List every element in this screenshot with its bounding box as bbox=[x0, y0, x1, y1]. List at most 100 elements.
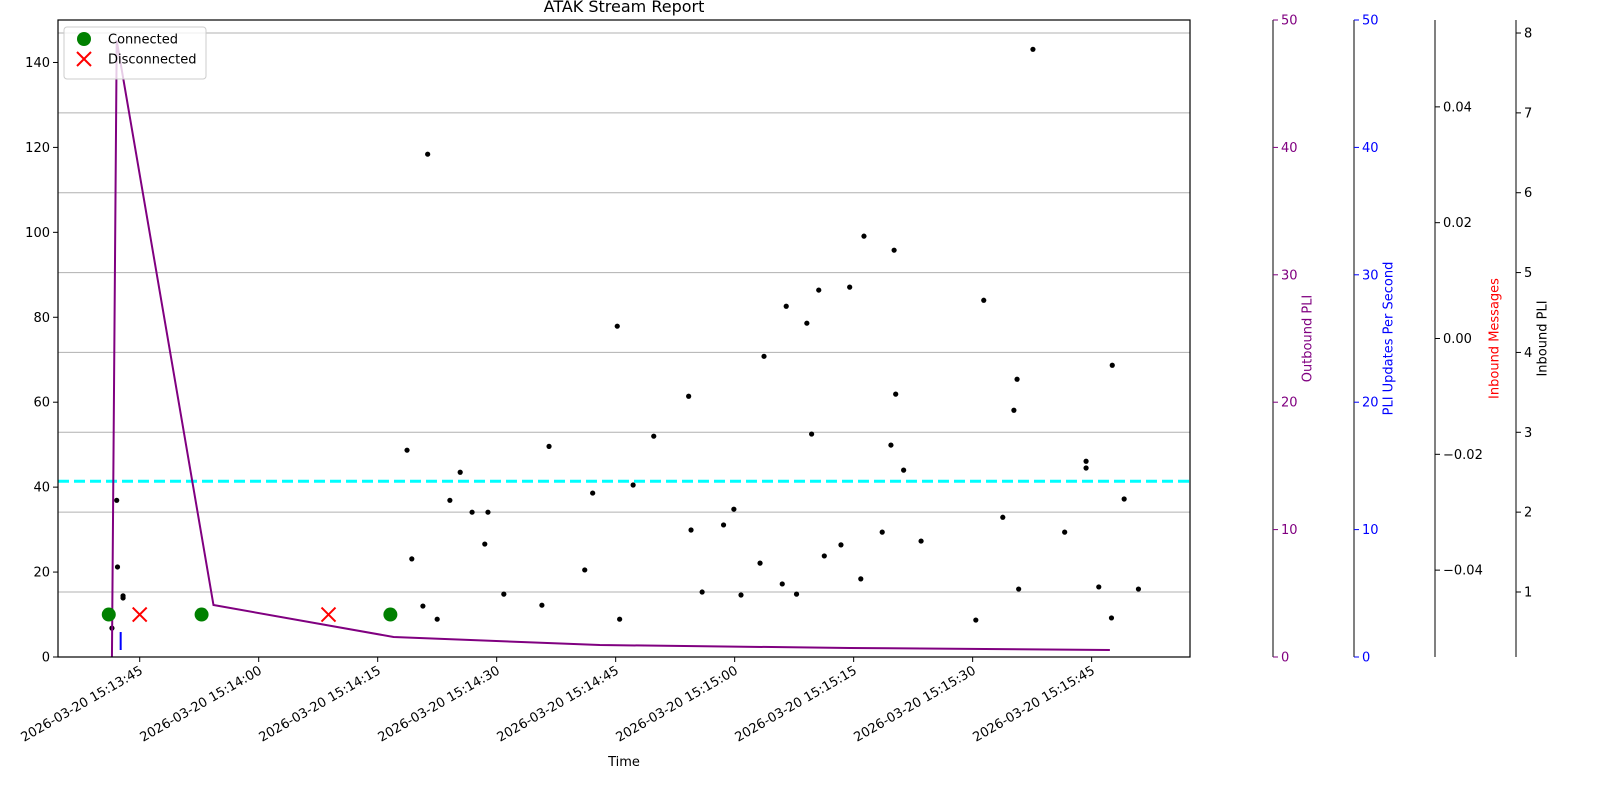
y-tick-label: 80 bbox=[33, 311, 50, 326]
data-point bbox=[582, 567, 588, 573]
data-point bbox=[485, 509, 491, 515]
data-point bbox=[688, 527, 694, 533]
data-point bbox=[482, 541, 488, 547]
data-point bbox=[590, 490, 596, 496]
y-tick-label: 0.02 bbox=[1443, 216, 1472, 231]
data-point bbox=[501, 591, 507, 597]
y-tick-label: −0.04 bbox=[1443, 564, 1483, 579]
data-point bbox=[114, 564, 121, 570]
y-tick-label: 10 bbox=[1281, 523, 1298, 538]
data-point bbox=[614, 323, 620, 329]
event-marker bbox=[320, 606, 337, 623]
y-tick-label: 5 bbox=[1524, 266, 1532, 281]
y-tick-label: 100 bbox=[25, 226, 50, 241]
x-tick-label: 2026-03-20 15:15:00 bbox=[614, 663, 741, 745]
data-point bbox=[120, 595, 126, 601]
y-axis-label: PLI Updates Per Second bbox=[1382, 262, 1397, 416]
data-point bbox=[973, 617, 979, 623]
data-point bbox=[1096, 584, 1102, 590]
event-marker bbox=[131, 606, 148, 623]
y-tick-label: 30 bbox=[1362, 268, 1379, 283]
legend-label: Disconnected bbox=[108, 53, 196, 68]
y-tick-label: 30 bbox=[1281, 268, 1298, 283]
data-point bbox=[738, 592, 744, 598]
x-tick-label: 2026-03-20 15:15:45 bbox=[971, 663, 1098, 745]
x-axis-label: Time bbox=[607, 755, 640, 770]
data-point bbox=[804, 320, 810, 326]
legend-marker bbox=[77, 32, 91, 46]
y-tick-label: 20 bbox=[33, 566, 50, 581]
y-tick-label: 60 bbox=[33, 396, 50, 411]
data-point bbox=[809, 431, 815, 437]
y-tick-label: 0 bbox=[42, 651, 50, 666]
y-tick-label: 40 bbox=[1281, 141, 1298, 156]
data-point bbox=[918, 538, 924, 544]
y-axis-label: Inbound PLI bbox=[1535, 300, 1550, 376]
data-point bbox=[761, 353, 767, 359]
plot-frame bbox=[57, 19, 1191, 658]
y-tick-label: 40 bbox=[33, 481, 50, 496]
data-point bbox=[617, 616, 623, 622]
data-point bbox=[1083, 465, 1089, 471]
chart-title: ATAK Stream Report bbox=[544, 0, 705, 16]
data-point bbox=[720, 522, 727, 528]
y-tick-label: 0.00 bbox=[1443, 332, 1472, 347]
x-tick-label: 2026-03-20 15:15:15 bbox=[733, 663, 860, 745]
x-tick-label: 2026-03-20 15:14:15 bbox=[257, 663, 384, 745]
data-point bbox=[1016, 586, 1022, 592]
y-tick-label: 8 bbox=[1524, 27, 1532, 42]
x-tick-label: 2026-03-20 15:14:45 bbox=[495, 663, 622, 745]
data-point bbox=[469, 509, 475, 515]
data-point bbox=[893, 391, 899, 397]
data-point bbox=[114, 497, 120, 503]
y-tick-label: 40 bbox=[1362, 141, 1379, 156]
data-point bbox=[630, 482, 636, 488]
data-point bbox=[1030, 46, 1036, 52]
y-tick-label: 20 bbox=[1281, 396, 1298, 411]
data-point bbox=[1121, 496, 1127, 502]
data-point bbox=[409, 556, 415, 562]
data-point bbox=[1062, 529, 1068, 535]
data-point bbox=[891, 247, 897, 253]
data-point bbox=[1135, 586, 1142, 592]
event-marker bbox=[383, 607, 398, 622]
y-tick-label: 2 bbox=[1524, 506, 1532, 521]
y-tick-label: 0.04 bbox=[1443, 100, 1472, 115]
data-point bbox=[1083, 458, 1089, 464]
x-tick-label: 2026-03-20 15:15:30 bbox=[852, 663, 979, 745]
y-tick-label: 50 bbox=[1281, 14, 1298, 29]
y-tick-label: 0 bbox=[1281, 651, 1289, 666]
data-point bbox=[1108, 615, 1115, 621]
legend-box bbox=[63, 26, 207, 80]
data-point bbox=[1109, 362, 1115, 368]
data-point bbox=[447, 497, 453, 503]
data-point bbox=[757, 560, 763, 566]
data-point bbox=[651, 433, 657, 439]
y-tick-label: 140 bbox=[25, 56, 50, 71]
x-tick-label: 2026-03-20 15:13:45 bbox=[19, 663, 146, 745]
data-point bbox=[404, 447, 410, 453]
data-point bbox=[821, 553, 827, 559]
data-point bbox=[1011, 407, 1017, 413]
data-point bbox=[1000, 514, 1006, 520]
data-line bbox=[110, 40, 1110, 658]
event-marker bbox=[194, 607, 209, 622]
data-point bbox=[783, 303, 789, 309]
x-tick-label: 2026-03-20 15:14:30 bbox=[376, 663, 503, 745]
y-tick-label: −0.02 bbox=[1443, 448, 1483, 463]
data-point bbox=[731, 506, 737, 512]
legend-label: Connected bbox=[108, 33, 178, 48]
data-point bbox=[699, 589, 705, 595]
data-point bbox=[879, 529, 885, 535]
y-tick-label: 6 bbox=[1524, 186, 1532, 201]
y-axis-label: Inbound Messages bbox=[1488, 278, 1503, 399]
data-point bbox=[816, 287, 822, 293]
x-tick-label: 2026-03-20 15:14:00 bbox=[138, 663, 265, 745]
data-point bbox=[1014, 376, 1020, 382]
y-tick-label: 120 bbox=[25, 141, 50, 156]
data-point bbox=[858, 576, 864, 582]
y-tick-label: 3 bbox=[1524, 426, 1532, 441]
y-tick-label: 50 bbox=[1362, 14, 1379, 29]
